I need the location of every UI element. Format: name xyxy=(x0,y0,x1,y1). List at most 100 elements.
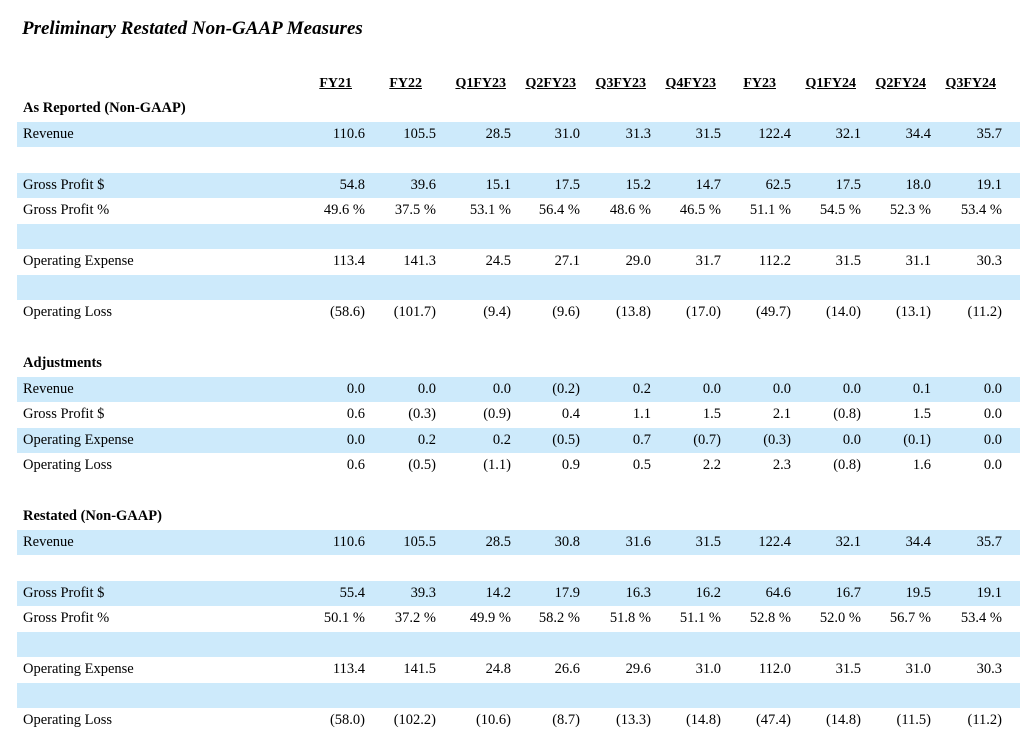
cell-q1fy24: 31.5 xyxy=(835,661,861,677)
cell-q3fy24: 53.4 % xyxy=(960,610,1002,626)
cell-fy22: 37.2 % xyxy=(394,610,436,626)
cell-q2fy24: 0.1 xyxy=(912,380,931,397)
cell-fy23: 2.1 xyxy=(772,406,791,422)
column-header-fy22: FY22 xyxy=(389,76,422,91)
cell-fy22: (0.5) xyxy=(408,457,436,473)
column-header-q4fy23: Q4FY23 xyxy=(665,76,716,91)
row-label: Operating Expense xyxy=(23,661,134,677)
cell-fy23: (49.7) xyxy=(755,304,791,320)
cell-q3fy24: 35.7 xyxy=(976,533,1002,550)
spacer-row xyxy=(0,682,1024,708)
cell-fy21: 0.6 xyxy=(346,457,365,473)
cell-q3fy23: 0.7 xyxy=(632,431,651,448)
cell-q1fy24: 17.5 xyxy=(835,176,861,193)
cell-q1fy24: 31.5 xyxy=(835,253,861,269)
cell-q2fy24: 19.5 xyxy=(905,584,931,601)
cell-fy23: 122.4 xyxy=(758,533,791,550)
cell-q1fy23: 28.5 xyxy=(485,125,511,142)
cell-q4fy23: 1.5 xyxy=(702,406,721,422)
cell-q2fy24: 1.6 xyxy=(912,457,931,473)
cell-q2fy23: 58.2 % xyxy=(538,610,580,626)
cell-q2fy23: 31.0 xyxy=(554,125,580,142)
row-label: Gross Profit % xyxy=(23,610,110,626)
cell-q1fy23: 14.2 xyxy=(485,584,511,601)
cell-fy21: 55.4 xyxy=(339,584,365,601)
table-row: Gross Profit % 50.1 % 37.2 % 49.9 % 58.2 % 51… xyxy=(0,606,1024,631)
cell-fy23: 64.6 xyxy=(765,584,791,601)
cell-q1fy23: (9.4) xyxy=(483,304,511,320)
table-row: Gross Profit % 49.6 % 37.5 % 53.1 % 56.4 % 48… xyxy=(0,198,1024,223)
section-header-row: Adjustments xyxy=(0,351,1024,376)
cell-q1fy24: (14.0) xyxy=(825,304,861,320)
cell-q1fy24: (0.8) xyxy=(833,406,861,422)
row-label: Operating Loss xyxy=(23,712,112,728)
cell-q2fy24: (11.5) xyxy=(896,712,932,728)
section-title: Adjustments xyxy=(23,355,102,371)
cell-q2fy24: 31.1 xyxy=(905,253,931,269)
cell-q3fy24: (11.2) xyxy=(967,712,1003,728)
spacer-row xyxy=(0,326,1024,351)
cell-q1fy23: 0.2 xyxy=(492,431,511,448)
cell-q4fy23: 0.0 xyxy=(702,380,721,397)
cell-q2fy23: 17.5 xyxy=(554,176,580,193)
cell-q1fy23: 28.5 xyxy=(485,533,511,550)
document-title: Preliminary Restated Non-GAAP Measures xyxy=(22,18,363,39)
cell-q3fy23: 16.3 xyxy=(625,584,651,601)
cell-q3fy24: 30.3 xyxy=(976,661,1002,677)
column-header-q1fy24: Q1FY24 xyxy=(805,76,856,91)
table-row: Revenue 110.6 105.5 28.5 30.8 31.6 31.5 122.4 32… xyxy=(0,529,1024,555)
cell-q4fy23: 31.5 xyxy=(695,533,721,550)
cell-q1fy23: (1.1) xyxy=(483,457,511,473)
cell-q2fy24: 52.3 % xyxy=(889,202,931,218)
cell-fy22: 37.5 % xyxy=(394,202,436,218)
cell-q3fy23: (13.8) xyxy=(615,304,651,320)
cell-fy22: 141.3 xyxy=(403,253,436,269)
cell-fy21: (58.0) xyxy=(329,712,365,728)
cell-fy23: 52.8 % xyxy=(749,610,791,626)
table-row: Gross Profit $ 54.8 39.6 15.1 17.5 15.2 14.7 62… xyxy=(0,172,1024,198)
cell-fy23: 62.5 xyxy=(765,176,791,193)
cell-q3fy23: 31.6 xyxy=(625,533,651,550)
cell-q3fy23: 1.1 xyxy=(632,406,651,422)
table-row: Gross Profit $ 0.6 (0.3) (0.9) 0.4 1.1 1.5 2.1 (… xyxy=(0,402,1024,427)
cell-fy22: 39.3 xyxy=(410,584,436,601)
cell-fy21: 113.4 xyxy=(332,661,365,677)
cell-q3fy24: 30.3 xyxy=(976,253,1002,269)
cell-q4fy23: (0.7) xyxy=(693,431,721,448)
table-row: Revenue 110.6 105.5 28.5 31.0 31.3 31.5 122.4 32… xyxy=(0,121,1024,147)
cell-fy22: (102.2) xyxy=(393,712,436,728)
cell-q1fy24: 0.0 xyxy=(842,380,861,397)
column-header-fy23: FY23 xyxy=(743,76,776,91)
table-row: Operating Loss (58.6) (101.7) (9.4) (9.6) (13… xyxy=(0,300,1024,325)
cell-fy22: 105.5 xyxy=(403,533,436,550)
spacer-row xyxy=(0,555,1024,580)
cell-q3fy24: 0.0 xyxy=(983,457,1002,473)
row-label: Revenue xyxy=(23,533,74,550)
cell-q1fy24: (14.8) xyxy=(825,712,861,728)
cell-fy23: 51.1 % xyxy=(749,202,791,218)
cell-q2fy24: (0.1) xyxy=(903,431,931,448)
cell-q3fy24: (11.2) xyxy=(967,304,1003,320)
cell-q2fy24: 34.4 xyxy=(905,125,931,142)
table-row: Gross Profit $ 55.4 39.3 14.2 17.9 16.3 16.2 64… xyxy=(0,580,1024,606)
row-label: Operating Loss xyxy=(23,457,112,473)
cell-q3fy24: 0.0 xyxy=(983,380,1002,397)
cell-q2fy24: 34.4 xyxy=(905,533,931,550)
spacer-row xyxy=(0,479,1024,504)
cell-q4fy23: 2.2 xyxy=(702,457,721,473)
cell-fy21: 0.0 xyxy=(346,431,365,448)
table-row: Operating Expense 113.4 141.5 24.8 26.6 29.6 3… xyxy=(0,657,1024,682)
cell-q1fy24: 0.0 xyxy=(842,431,861,448)
section-header-row: As Reported (Non-GAAP) xyxy=(0,96,1024,121)
cell-q3fy23: 29.6 xyxy=(625,661,651,677)
cell-q2fy23: 56.4 % xyxy=(538,202,580,218)
cell-fy21: 0.6 xyxy=(346,406,365,422)
cell-fy21: 113.4 xyxy=(332,253,365,269)
cell-fy21: 54.8 xyxy=(339,176,365,193)
cell-fy21: 0.0 xyxy=(346,380,365,397)
cell-fy23: 0.0 xyxy=(772,380,791,397)
row-label: Gross Profit % xyxy=(23,202,110,218)
table-row: Operating Expense 0.0 0.2 0.2 (0.5) 0.7 (0.7) (… xyxy=(0,427,1024,453)
section-title: Restated (Non-GAAP) xyxy=(23,508,162,524)
cell-fy21: 49.6 % xyxy=(323,202,365,218)
